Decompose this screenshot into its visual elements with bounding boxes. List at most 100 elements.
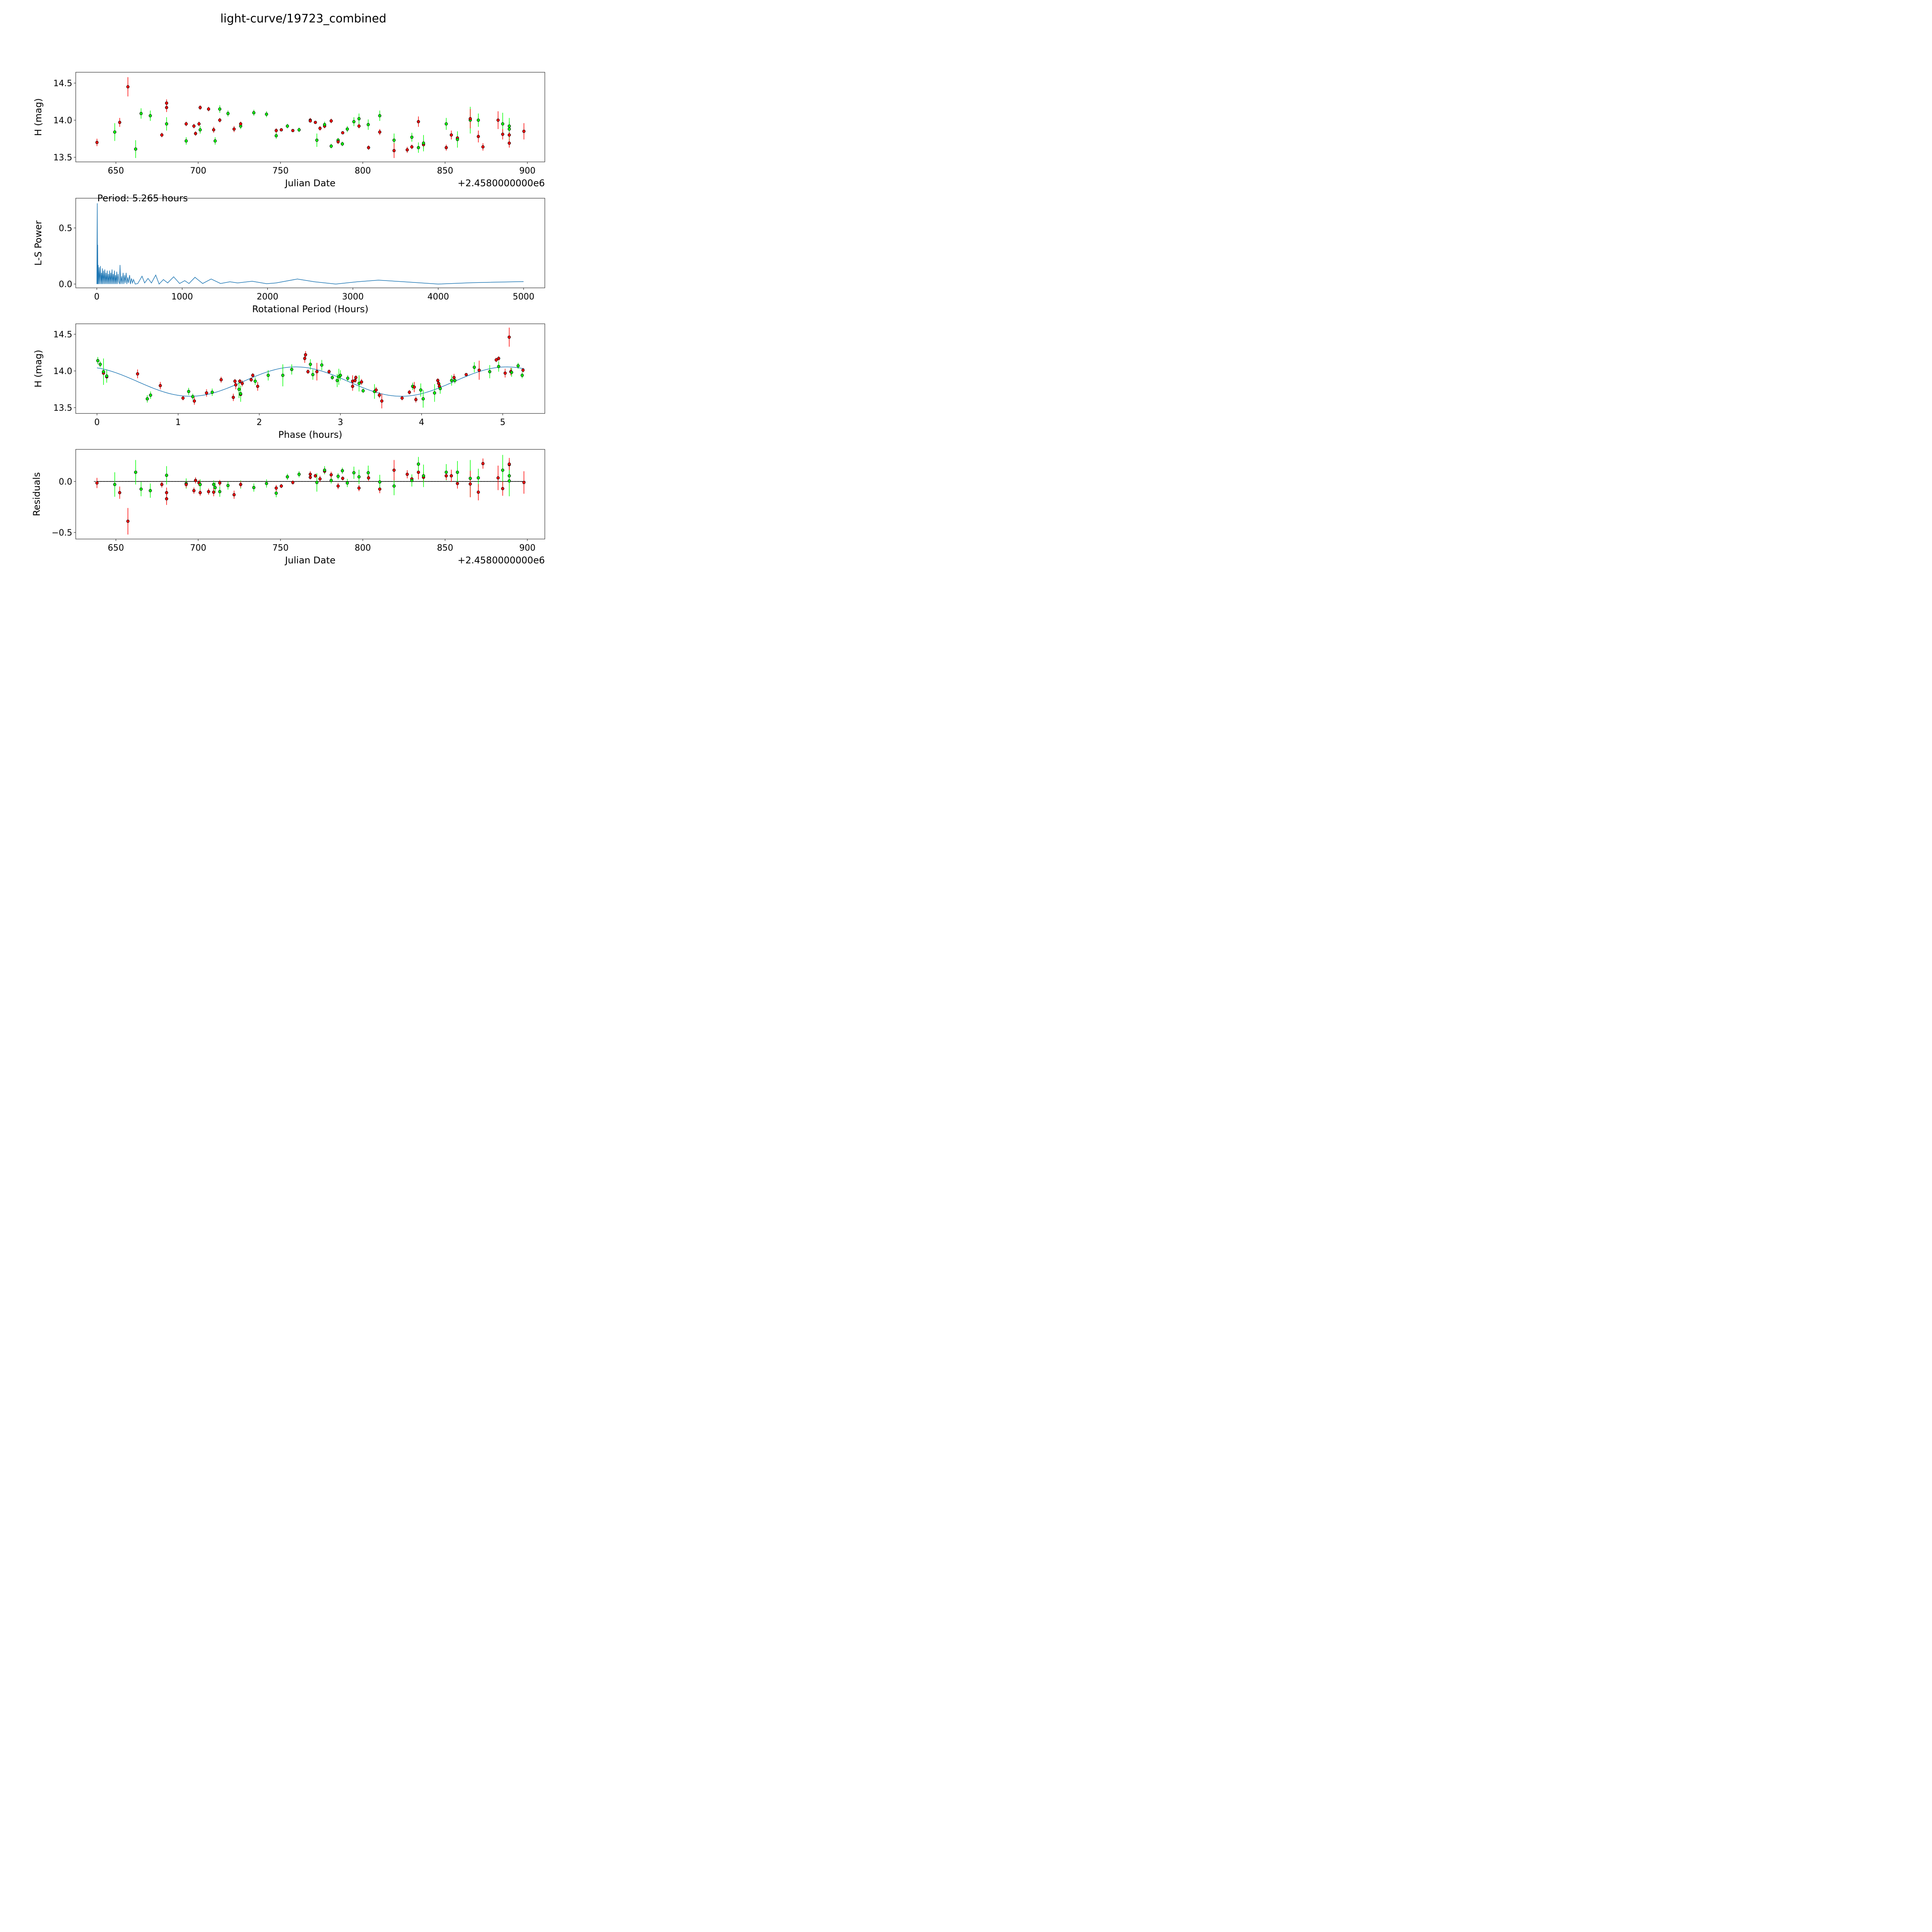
data-point: [476, 490, 480, 494]
data-point: [341, 476, 345, 480]
data-point: [437, 382, 440, 385]
data-point: [478, 368, 481, 372]
figure-title: light-curve/19723_combined: [220, 12, 386, 26]
data-point: [488, 370, 492, 373]
data-point: [158, 384, 162, 388]
data-point: [239, 122, 242, 126]
data-point: [392, 138, 396, 142]
data-point: [473, 366, 476, 369]
data-point: [198, 106, 202, 109]
data-point: [286, 475, 289, 479]
data-point: [253, 379, 257, 383]
data-point: [165, 122, 168, 126]
data-point: [444, 471, 448, 474]
data-point: [503, 371, 507, 375]
x-tick-label: 1: [175, 418, 181, 427]
figure: light-curve/19723_combined 650 700 750 800 8…: [31, 12, 545, 566]
data-point: [417, 120, 420, 123]
data-point: [400, 396, 404, 400]
data-point: [194, 479, 197, 482]
data-point: [414, 398, 418, 401]
data-point: [436, 379, 440, 382]
axes-frame: [75, 198, 545, 288]
data-point: [239, 392, 242, 395]
data-point: [507, 133, 511, 137]
x-tick-label: 4000: [427, 292, 449, 302]
data-point: [198, 128, 202, 132]
data-point: [213, 139, 217, 143]
data-point: [265, 112, 268, 116]
data-point: [148, 489, 152, 492]
x-tick-label: 5: [500, 418, 505, 427]
data-point: [367, 476, 370, 480]
data-point: [96, 359, 100, 362]
data-point: [314, 121, 317, 124]
y-tick-label: 13.5: [53, 153, 72, 163]
data-point: [232, 493, 236, 497]
data-point: [113, 483, 117, 486]
data-point: [286, 124, 289, 128]
data-point: [118, 491, 121, 495]
data-point: [207, 490, 210, 493]
data-point: [449, 133, 453, 137]
y-axis-label: Residuals: [31, 472, 42, 516]
data-point: [330, 376, 334, 379]
x-tick-label: 850: [437, 543, 453, 553]
data-point: [357, 124, 361, 128]
data-point: [453, 379, 457, 382]
data-point: [422, 397, 425, 401]
data-point: [197, 122, 201, 126]
x-tick-label: 700: [190, 543, 206, 553]
data-point: [279, 128, 283, 132]
data-point: [367, 146, 370, 150]
data-point: [341, 131, 345, 134]
data-point: [410, 145, 413, 149]
data-point: [352, 471, 355, 474]
fit-curve: [97, 366, 524, 397]
data-point: [291, 481, 294, 484]
periodogram-line: [96, 203, 524, 285]
data-point: [318, 477, 322, 481]
x-tick-label: 800: [355, 166, 371, 176]
data-point: [410, 479, 413, 482]
y-tick-label: 0.0: [59, 280, 72, 289]
x-tick-label: 1000: [171, 292, 193, 302]
x-offset-text: +2.4580000000e6: [457, 555, 545, 566]
data-point: [240, 382, 244, 385]
data-point: [360, 380, 363, 384]
data-point: [501, 487, 505, 490]
data-point: [149, 393, 152, 397]
data-point: [495, 358, 498, 362]
data-point: [297, 128, 301, 132]
data-point: [450, 379, 453, 382]
data-point: [353, 379, 357, 382]
panel-residuals: 650 700 750 800 850 900 −0.5 0.0 Julian Date +2.4…: [31, 449, 545, 566]
data-point: [456, 471, 459, 474]
data-point: [510, 371, 514, 374]
data-point: [501, 133, 505, 136]
data-point: [408, 390, 411, 394]
data-point: [232, 127, 236, 131]
data-point: [507, 141, 511, 145]
data-point: [231, 396, 235, 399]
x-tick-label: 4: [419, 418, 424, 427]
data-point: [165, 491, 168, 495]
panel-phased: 0 1 2 3 4 5 13.5 14.0 14.5 Phase (hours) H (mag): [33, 323, 545, 440]
data-point: [380, 399, 384, 403]
data-point: [192, 489, 196, 492]
x-axis-label: Rotational Period (Hours): [252, 304, 369, 315]
data-point: [303, 357, 306, 360]
x-tick-label: 900: [519, 543, 536, 553]
data-point: [274, 486, 278, 490]
data-point: [357, 382, 361, 385]
data-point: [354, 376, 358, 379]
x-tick-label: 5000: [513, 292, 534, 302]
data-point: [218, 118, 221, 122]
data-point: [274, 134, 278, 138]
data-point: [218, 481, 221, 485]
x-offset-text: +2.4580000000e6: [457, 178, 545, 189]
y-tick-label: 14.0: [53, 367, 72, 376]
data-point: [378, 130, 381, 134]
data-point: [323, 468, 327, 472]
y-axis-label: H (mag): [33, 350, 44, 388]
